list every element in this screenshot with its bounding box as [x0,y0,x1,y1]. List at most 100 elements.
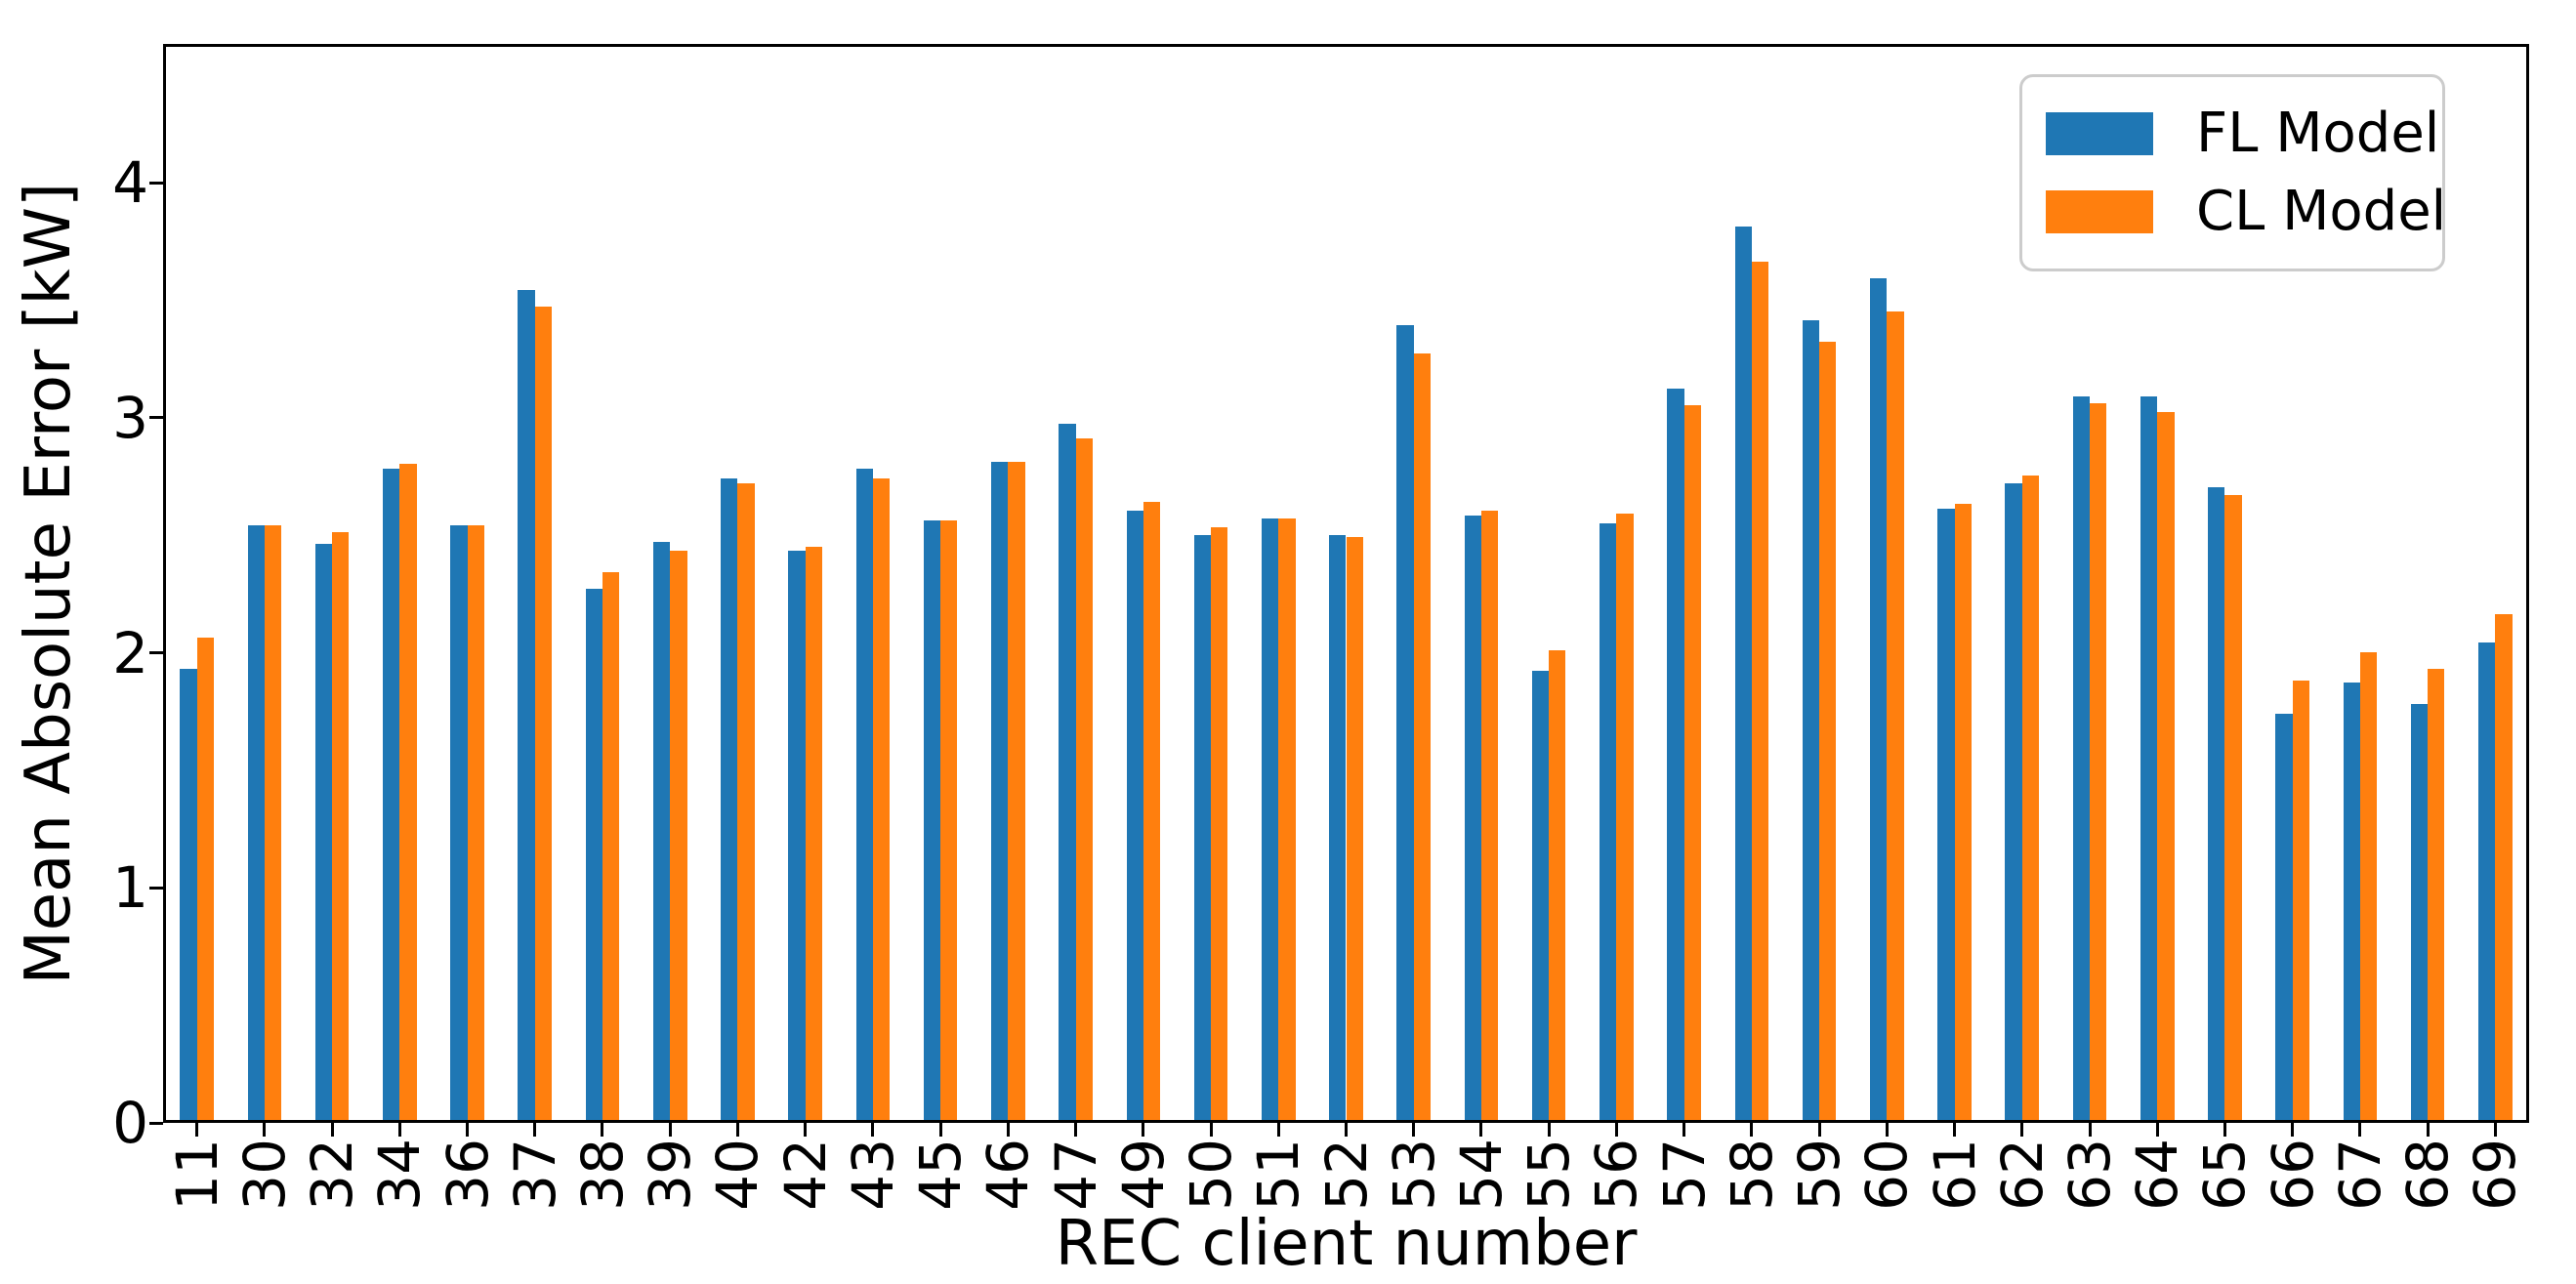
x-tick-label-text: 57 [1650,1139,1718,1211]
bar-fl-client-67 [2343,683,2360,1120]
x-tick-mark [1750,1123,1754,1137]
legend: FL Model CL Model [2019,74,2447,271]
x-tick-mark [871,1123,875,1137]
bar-fl-client-37 [518,290,535,1120]
x-tick-label: 32 [299,1139,365,1211]
bar-cl-client-43 [872,477,891,1120]
x-tick-label: 65 [2191,1139,2258,1211]
bar-fl-client-62 [2005,482,2022,1120]
bar-cl-client-56 [1616,513,1634,1120]
x-tick-label-text: 58 [1718,1139,1785,1211]
bar-fl-client-54 [1464,516,1481,1120]
x-tick-label: 58 [1718,1139,1785,1211]
x-tick-mark [195,1123,199,1137]
x-tick-label-text: 46 [975,1139,1042,1211]
bar-fl-client-50 [1193,534,1212,1120]
x-tick-label: 56 [1583,1139,1649,1211]
bar-fl-client-55 [1531,671,1550,1120]
x-tick-label-text: 54 [1447,1139,1515,1211]
legend-swatch-fl-model [2046,112,2153,155]
x-tick-label: 30 [231,1139,298,1211]
x-tick-label: 39 [637,1139,704,1211]
x-tick-label: 53 [1380,1139,1447,1211]
x-tick-mark [804,1123,808,1137]
x-tick-label-text: 66 [2259,1139,2326,1211]
bar-cl-client-49 [1143,501,1161,1120]
x-tick-label-text: 37 [501,1139,568,1211]
x-tick-label: 45 [907,1139,975,1211]
x-tick-mark [1412,1123,1416,1137]
x-tick-label-text: 52 [1312,1139,1380,1211]
bar-fl-client-43 [855,469,873,1120]
x-tick-mark [263,1123,267,1137]
bar-cl-client-60 [1887,311,1904,1120]
bar-fl-client-40 [721,477,738,1120]
bar-cl-client-51 [1278,518,1296,1120]
x-axis-label: REC client number [1055,1208,1638,1280]
x-tick-mark [601,1123,604,1137]
x-tick-label-text: 45 [907,1139,975,1211]
x-tick-label: 61 [1922,1139,1988,1211]
x-tick-mark [1479,1123,1483,1137]
x-tick-mark [466,1123,470,1137]
x-tick-mark [2155,1123,2159,1137]
x-tick-label-text: 39 [637,1139,704,1211]
bar-cl-client-36 [467,524,484,1120]
bar-fl-client-64 [2140,395,2158,1120]
x-tick-label-text: 64 [2124,1139,2191,1211]
y-tick-label: 4 [112,149,148,217]
x-tick-mark [1614,1123,1618,1137]
x-tick-label: 68 [2394,1139,2461,1211]
x-tick-label-text: 47 [1042,1139,1109,1211]
bar-fl-client-59 [1802,320,1820,1120]
x-tick-label: 40 [704,1139,770,1211]
x-tick-label-text: 51 [1245,1139,1312,1211]
x-tick-label: 60 [1853,1139,1921,1211]
bar-cl-client-30 [264,524,282,1120]
x-tick-label-text: 53 [1380,1139,1447,1211]
x-tick-label: 42 [772,1139,839,1211]
x-tick-label: 66 [2259,1139,2326,1211]
bar-fl-client-68 [2410,703,2429,1120]
y-tick-label: 3 [112,384,148,451]
bar-fl-client-57 [1667,389,1684,1120]
bar-fl-client-58 [1734,227,1752,1120]
x-tick-label: 37 [501,1139,568,1211]
bar-fl-client-39 [652,541,671,1120]
x-tick-label-text: 60 [1853,1139,1921,1211]
x-tick-mark [668,1123,672,1137]
bar-fl-client-34 [382,469,400,1120]
x-tick-label: 49 [1110,1139,1177,1211]
bar-fl-client-65 [2208,487,2225,1120]
legend-label-cl-model: CL Model [2196,180,2447,243]
bar-cl-client-11 [196,638,214,1120]
bar-fl-client-51 [1261,518,1279,1120]
y-tick-mark [149,886,163,890]
bar-fl-client-32 [314,544,333,1120]
bar-cl-client-52 [1346,536,1363,1120]
bar-cl-client-65 [2224,494,2242,1120]
bar-cl-client-38 [602,572,620,1120]
x-tick-label: 62 [1988,1139,2056,1211]
x-tick-label: 57 [1650,1139,1718,1211]
x-tick-label-text: 36 [434,1139,501,1211]
x-tick-label: 46 [975,1139,1042,1211]
x-tick-label: 36 [434,1139,501,1211]
bar-cl-client-37 [534,307,553,1120]
x-tick-mark [1345,1123,1348,1137]
x-tick-label-text: 62 [1988,1139,2056,1211]
bar-fl-client-63 [2072,395,2090,1120]
bar-cl-client-53 [1413,353,1432,1120]
bar-fl-client-66 [2275,713,2293,1120]
x-tick-label-text: 11 [163,1139,230,1211]
bar-cl-client-45 [940,520,958,1120]
bar-cl-client-61 [1954,504,1972,1120]
x-tick-label-text: 69 [2462,1139,2529,1211]
bar-fl-client-30 [247,524,265,1120]
legend-row-fl: FL Model [2022,106,2442,161]
y-tick-mark [149,1121,163,1125]
x-tick-label: 51 [1245,1139,1312,1211]
x-tick-label: 11 [163,1139,230,1211]
y-tick-mark [149,651,163,655]
x-tick-mark [2493,1123,2497,1137]
